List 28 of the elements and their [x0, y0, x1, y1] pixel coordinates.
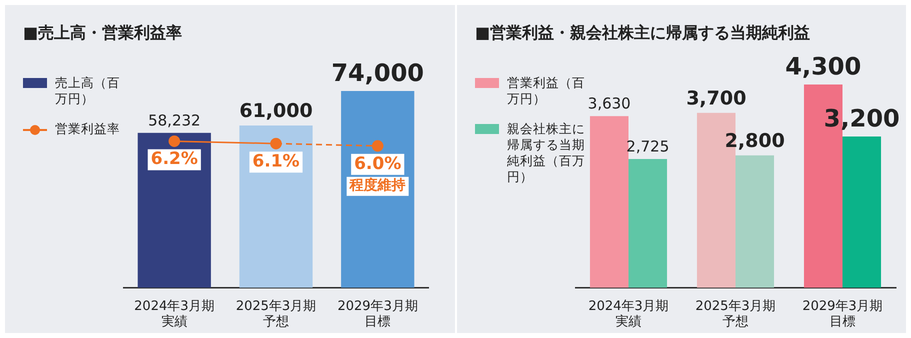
bar [842, 136, 882, 288]
data-label: 3,700 [686, 87, 746, 110]
x-tick-label: 2029年3月期目標 [802, 298, 883, 330]
annotation: 程度維持 [348, 176, 406, 194]
bar [628, 158, 668, 288]
legend-label: 売上高（百万円） [55, 75, 121, 107]
x-tick-label: 2024年3月期実績 [134, 298, 215, 330]
data-label: 61,000 [239, 100, 313, 122]
bar [736, 155, 774, 288]
bar [590, 116, 628, 288]
data-label: 3,630 [588, 94, 631, 113]
chart-title: ■売上高・営業利益率 [23, 23, 182, 44]
legend-label: 営業利益（百万円） [507, 75, 586, 107]
x-tick-label: 2025年3月期予想 [695, 298, 776, 330]
x-tick-label: 2025年3月期予想 [236, 298, 316, 330]
data-label: 58,232 [148, 111, 201, 130]
data-label: 6.2% [150, 149, 198, 170]
data-label: 6.0% [354, 154, 402, 174]
legend-label: 営業利益率 [55, 121, 121, 137]
data-label: 2,725 [626, 137, 670, 156]
chart-title: ■営業利益・親会社株主に帰属する当期純利益 [475, 23, 810, 44]
data-label: 4,300 [785, 52, 862, 81]
x-tick-label: 2024年3月期実績 [588, 298, 669, 330]
data-label: 6.1% [252, 151, 300, 172]
data-label: 74,000 [331, 59, 424, 88]
data-label: 2,800 [724, 130, 785, 152]
x-tick-label: 2029年3月期目標 [337, 298, 418, 330]
legend-label: 親会社株主に帰属する当期純利益（百万円） [507, 121, 586, 185]
